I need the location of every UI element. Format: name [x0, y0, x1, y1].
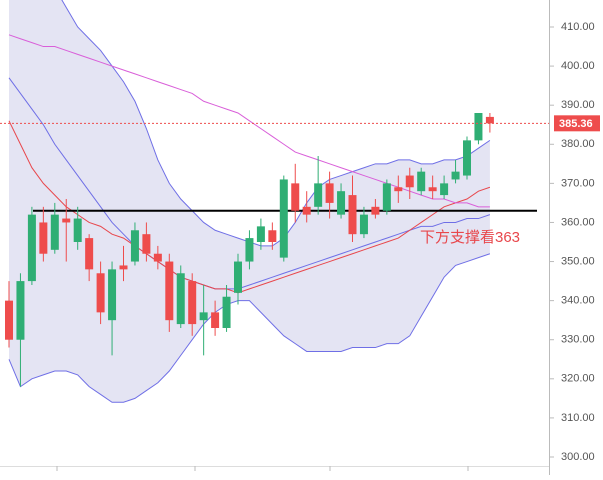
y-tick-label: 300.00	[561, 451, 595, 463]
candle-body	[485, 116, 494, 124]
y-tick-label: 340.00	[561, 295, 595, 307]
candle-body	[474, 113, 483, 141]
y-tick-label: 330.00	[561, 334, 595, 346]
candle-body	[27, 214, 36, 282]
candle-body	[73, 218, 82, 242]
candle-body	[108, 269, 117, 321]
candle-body	[371, 206, 380, 215]
candle-body	[96, 273, 105, 313]
candle-body	[5, 300, 13, 340]
candle-body	[39, 222, 48, 254]
y-tick-label: 410.00	[561, 21, 595, 33]
band-fill	[9, 0, 490, 403]
candle-body	[85, 238, 94, 270]
plot-area	[5, 0, 537, 403]
y-tick-label: 390.00	[561, 99, 595, 111]
candle-body	[337, 191, 346, 215]
candle-body	[451, 171, 460, 180]
candle-body	[165, 261, 174, 321]
y-tick-label: 310.00	[561, 412, 595, 424]
candle-body	[279, 179, 288, 258]
candle-body	[211, 312, 220, 328]
y-tick-label: 370.00	[561, 177, 595, 189]
candle-body	[130, 230, 139, 262]
candle-body	[359, 214, 368, 235]
candle-body	[142, 234, 151, 254]
y-tick-label: 360.00	[561, 216, 595, 228]
candle-body	[405, 175, 414, 188]
candle-body	[188, 281, 197, 325]
candle-body	[16, 281, 25, 340]
candle-body	[245, 238, 254, 262]
candle-body	[382, 183, 391, 211]
candle-body	[440, 183, 449, 196]
y-tick-label: 380.00	[561, 138, 595, 150]
candle-body	[256, 226, 265, 242]
candle-body	[417, 171, 426, 192]
y-tick-label: 320.00	[561, 373, 595, 385]
candle-body	[234, 261, 242, 293]
last-price-label: 385.36	[559, 118, 593, 130]
candle-body	[268, 230, 277, 242]
candle-body	[325, 183, 334, 203]
candle-body	[428, 187, 437, 192]
candle-body	[291, 183, 300, 211]
candle-body	[176, 273, 185, 325]
candle-body	[348, 195, 357, 235]
candle-body	[62, 218, 71, 223]
candle-body	[222, 296, 231, 328]
ma-line	[8, 120, 491, 294]
candle-body	[463, 140, 471, 176]
candle-body	[314, 183, 323, 207]
candle-body	[153, 253, 162, 262]
candle-body	[119, 265, 128, 270]
y-tick-label: 400.00	[561, 60, 595, 72]
annotation: 下方支撑看363	[420, 229, 520, 246]
candle-body	[50, 214, 59, 250]
band-lower	[8, 253, 491, 403]
candle-body	[394, 187, 403, 192]
candle-body	[199, 312, 208, 321]
candle-body	[302, 206, 311, 215]
y-tick-label: 350.00	[561, 255, 595, 267]
last-price-box	[554, 115, 600, 132]
